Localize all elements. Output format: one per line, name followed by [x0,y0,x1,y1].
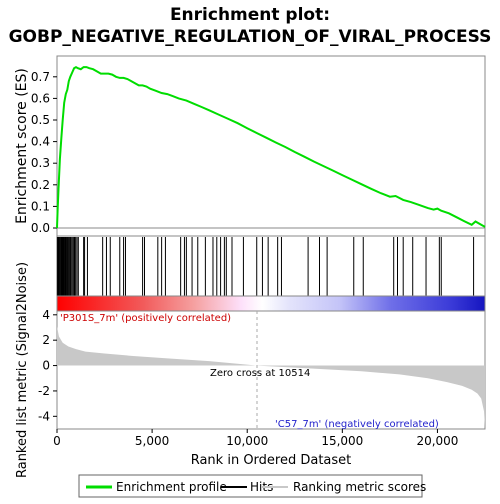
zero-cross-label: Zero cross at 10514 [210,368,310,379]
hits-panel-frame [56,235,486,297]
chart-title-line2: GOBP_NEGATIVE_REGULATION_OF_VIRAL_PROCES… [9,27,492,47]
chart-title-line1: Enrichment plot: [170,5,330,25]
es-y-tick-label: 0.0 [31,221,50,235]
es-y-axis-label: Enrichment score (ES) [14,68,30,224]
x-axis-label: Rank in Ordered Dataset [191,453,352,468]
hits-group [56,237,475,296]
es-y-tick-label: 0.7 [31,70,50,84]
positive-correlation-label: 'P301S_7m' (positively correlated) [60,313,231,324]
es-y-tick-label: 0.1 [31,199,50,213]
enrichment-profile-line [56,65,486,229]
ranked-y-axis-label: Ranked list metric (Signal2Noise) [15,262,30,478]
x-tick-label: 0 [53,434,61,448]
x-ticks: 0 5,000 10,000 15,000 20,000 [53,429,458,448]
es-y-tick-label: 0.3 [31,156,50,170]
ranked-y-tick-label: -2 [38,384,50,398]
es-y-tick-label: 0.4 [31,135,50,149]
es-y-tick-label: 0.6 [31,91,50,105]
x-tick-label: 10,000 [226,434,268,448]
legend-label: Enrichment profile [116,480,227,494]
ranked-y-tick-label: 4 [42,308,50,322]
x-tick-label: 20,000 [416,434,458,448]
x-tick-label: 5,000 [135,434,169,448]
ranked-y-tick-label: 0 [42,359,50,373]
es-y-tick-label: 0.2 [31,178,50,192]
ranked-y-tick-label: -4 [38,409,50,423]
negative-correlation-label: 'C57_7m' (negatively correlated) [275,419,439,430]
legend-box [78,474,423,498]
ranked-y-ticks: -4 -2 0 2 4 [38,308,57,423]
es-y-ticks: 0.0 0.1 0.2 0.3 0.4 0.5 0.6 0.7 [31,70,57,235]
rank-color-bar [56,295,486,312]
legend-label: Hits [250,480,273,494]
legend: Enrichment profile Hits Ranking metric sco… [86,480,426,494]
es-y-tick-label: 0.5 [31,113,50,127]
x-tick-label: 15,000 [321,434,363,448]
legend-label: Ranking metric scores [293,480,426,494]
es-panel-frame [56,55,486,237]
ranked-y-tick-label: 2 [42,333,50,347]
